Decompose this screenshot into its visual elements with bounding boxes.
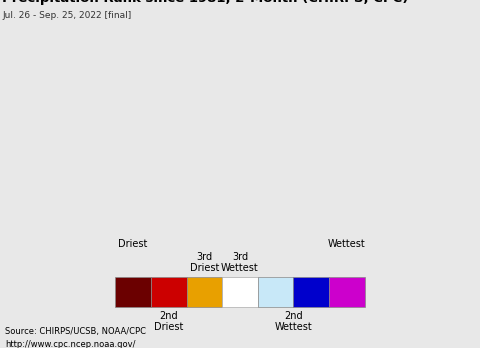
Text: Driest: Driest bbox=[119, 239, 148, 249]
Text: http://www.cpc.ncep.noaa.gov/: http://www.cpc.ncep.noaa.gov/ bbox=[5, 340, 135, 348]
Bar bbox=[222, 277, 258, 307]
Text: 3rd
Driest: 3rd Driest bbox=[190, 252, 219, 273]
Text: 2nd
Driest: 2nd Driest bbox=[154, 311, 183, 332]
Bar bbox=[293, 277, 329, 307]
Bar bbox=[329, 277, 365, 307]
Text: Jul. 26 - Sep. 25, 2022 [final]: Jul. 26 - Sep. 25, 2022 [final] bbox=[2, 10, 132, 19]
Bar bbox=[187, 277, 222, 307]
Bar bbox=[258, 277, 293, 307]
Bar bbox=[151, 277, 187, 307]
Bar bbox=[115, 277, 151, 307]
Text: Wettest: Wettest bbox=[328, 239, 366, 249]
Text: Source: CHIRPS/UCSB, NOAA/CPC: Source: CHIRPS/UCSB, NOAA/CPC bbox=[5, 327, 146, 337]
Text: 3rd
Wettest: 3rd Wettest bbox=[221, 252, 259, 273]
Text: Precipitation Rank since 1981, 2-Month (CHIRPS, CPC): Precipitation Rank since 1981, 2-Month (… bbox=[2, 0, 409, 5]
Text: 2nd
Wettest: 2nd Wettest bbox=[275, 311, 312, 332]
